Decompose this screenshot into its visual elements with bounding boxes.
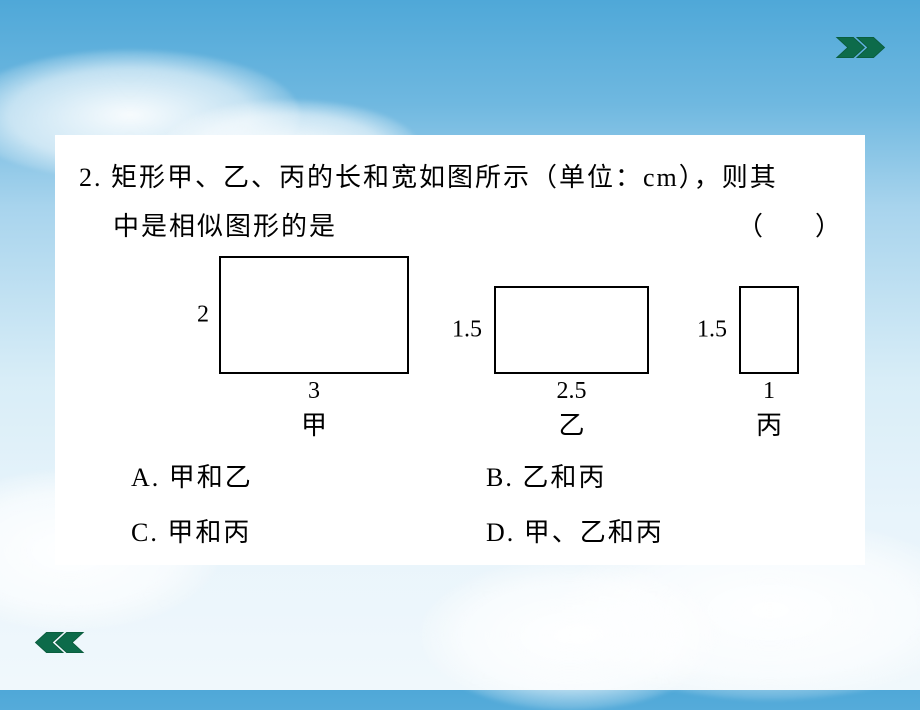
rect-bing: 1.5 xyxy=(739,286,799,374)
rect-bing-height: 1.5 xyxy=(697,316,727,343)
rect-jia-label: 甲 xyxy=(219,405,409,442)
prev-slide-button[interactable] xyxy=(30,630,85,655)
options-grid: A. 甲和乙 B. 乙和丙 C. 甲和丙 D. 甲、乙和丙 xyxy=(79,457,841,549)
figure-yi: 1.5 2.5 乙 xyxy=(494,286,649,442)
rect-jia: 2 xyxy=(219,256,409,374)
rect-yi-label: 乙 xyxy=(494,405,649,442)
question-card: 2. 矩形甲、乙、丙的长和宽如图所示（单位：cm），则其 中是相似图形的是 （ … xyxy=(55,135,865,565)
rect-bing-width: 1 xyxy=(739,378,799,405)
double-chevron-right-icon xyxy=(835,35,890,60)
option-b[interactable]: B. 乙和丙 xyxy=(486,457,841,494)
question-text-line2: 中是相似图形的是 xyxy=(79,202,337,251)
option-c[interactable]: C. 甲和丙 xyxy=(131,512,486,549)
figures-area: 2 3 甲 1.5 2.5 乙 1.5 1 丙 xyxy=(79,256,841,451)
option-a[interactable]: A. 甲和乙 xyxy=(131,457,486,494)
rect-yi-width: 2.5 xyxy=(494,378,649,405)
rect-yi-height: 1.5 xyxy=(452,316,482,343)
figure-bing: 1.5 1 丙 xyxy=(739,286,799,442)
question-text-line2-row: 中是相似图形的是 （ ） xyxy=(79,202,841,251)
answer-blank-paren: （ ） xyxy=(737,202,841,251)
rect-yi: 1.5 xyxy=(494,286,649,374)
option-d[interactable]: D. 甲、乙和丙 xyxy=(486,512,841,549)
rect-bing-label: 丙 xyxy=(739,405,799,442)
next-slide-button[interactable] xyxy=(835,35,890,60)
rect-jia-height: 2 xyxy=(197,301,209,328)
question-text-line1: 2. 矩形甲、乙、丙的长和宽如图所示（单位：cm），则其 xyxy=(79,153,841,202)
double-chevron-left-icon xyxy=(30,630,85,655)
rect-jia-width: 3 xyxy=(219,378,409,405)
figure-jia: 2 3 甲 xyxy=(219,256,409,442)
